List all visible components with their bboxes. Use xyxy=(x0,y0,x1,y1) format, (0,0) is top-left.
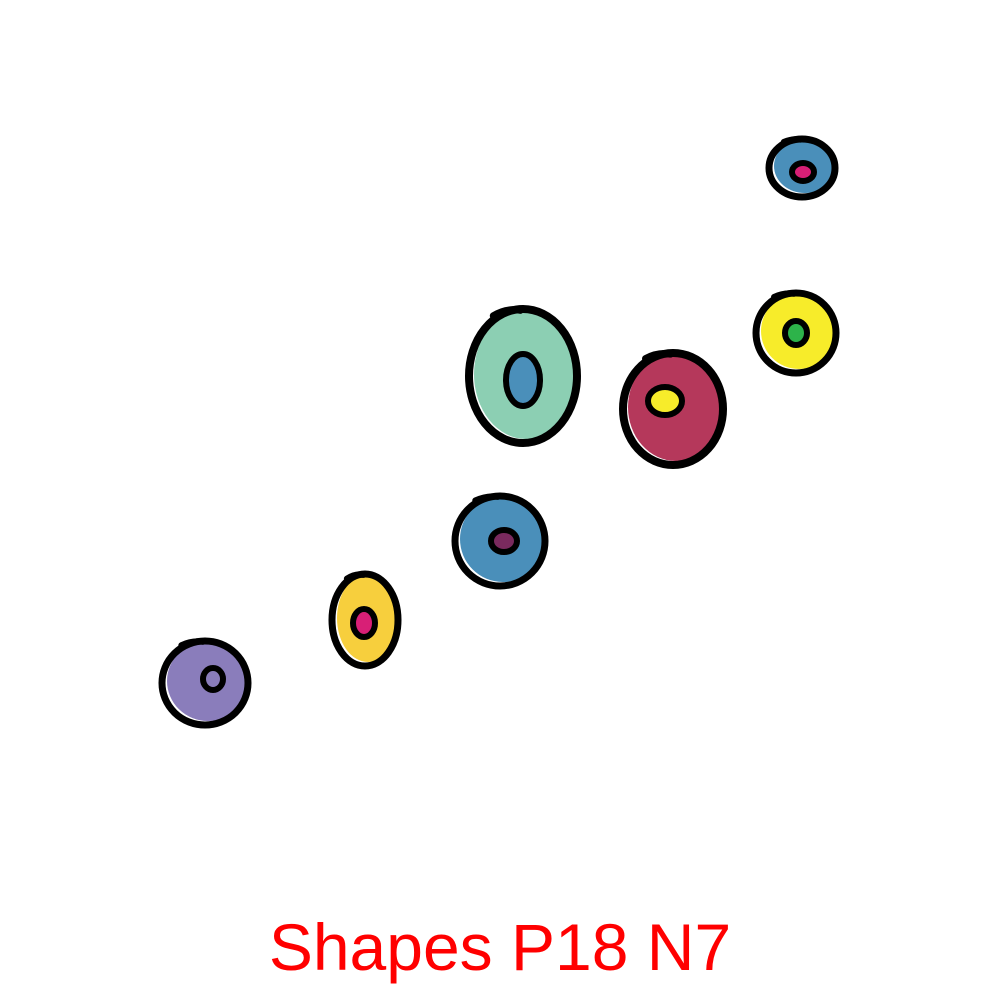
shape-sketch-stroke xyxy=(780,136,804,145)
shape-center-dot xyxy=(789,160,817,184)
small-blue-ring-shape xyxy=(765,135,839,201)
shape-center-dot xyxy=(488,527,520,555)
bright-yellow-ring-shape xyxy=(752,289,840,377)
shape-sketch-stroke xyxy=(472,493,501,504)
shape-sketch-stroke xyxy=(343,571,367,582)
purple-ring-shape xyxy=(158,637,252,729)
shape-sketch-stroke xyxy=(771,290,797,300)
shape-sketch-stroke xyxy=(642,350,674,363)
caption-label: Shapes P18 N7 xyxy=(268,910,732,984)
shapes-layer xyxy=(158,135,840,729)
shape-sketch-stroke xyxy=(178,638,206,649)
crimson-ring-shape xyxy=(619,349,727,469)
shape-sketch-stroke xyxy=(489,306,524,320)
shape-center-dot xyxy=(645,384,685,418)
shape-center-dot xyxy=(350,606,378,640)
shape-center-dot xyxy=(503,351,543,409)
shape-center-dot xyxy=(782,318,810,348)
yellow-ring-shape xyxy=(328,570,402,670)
blue-ring-shape xyxy=(451,492,549,590)
teal-ring-shape xyxy=(465,305,581,447)
shape-center-dot xyxy=(200,665,226,693)
